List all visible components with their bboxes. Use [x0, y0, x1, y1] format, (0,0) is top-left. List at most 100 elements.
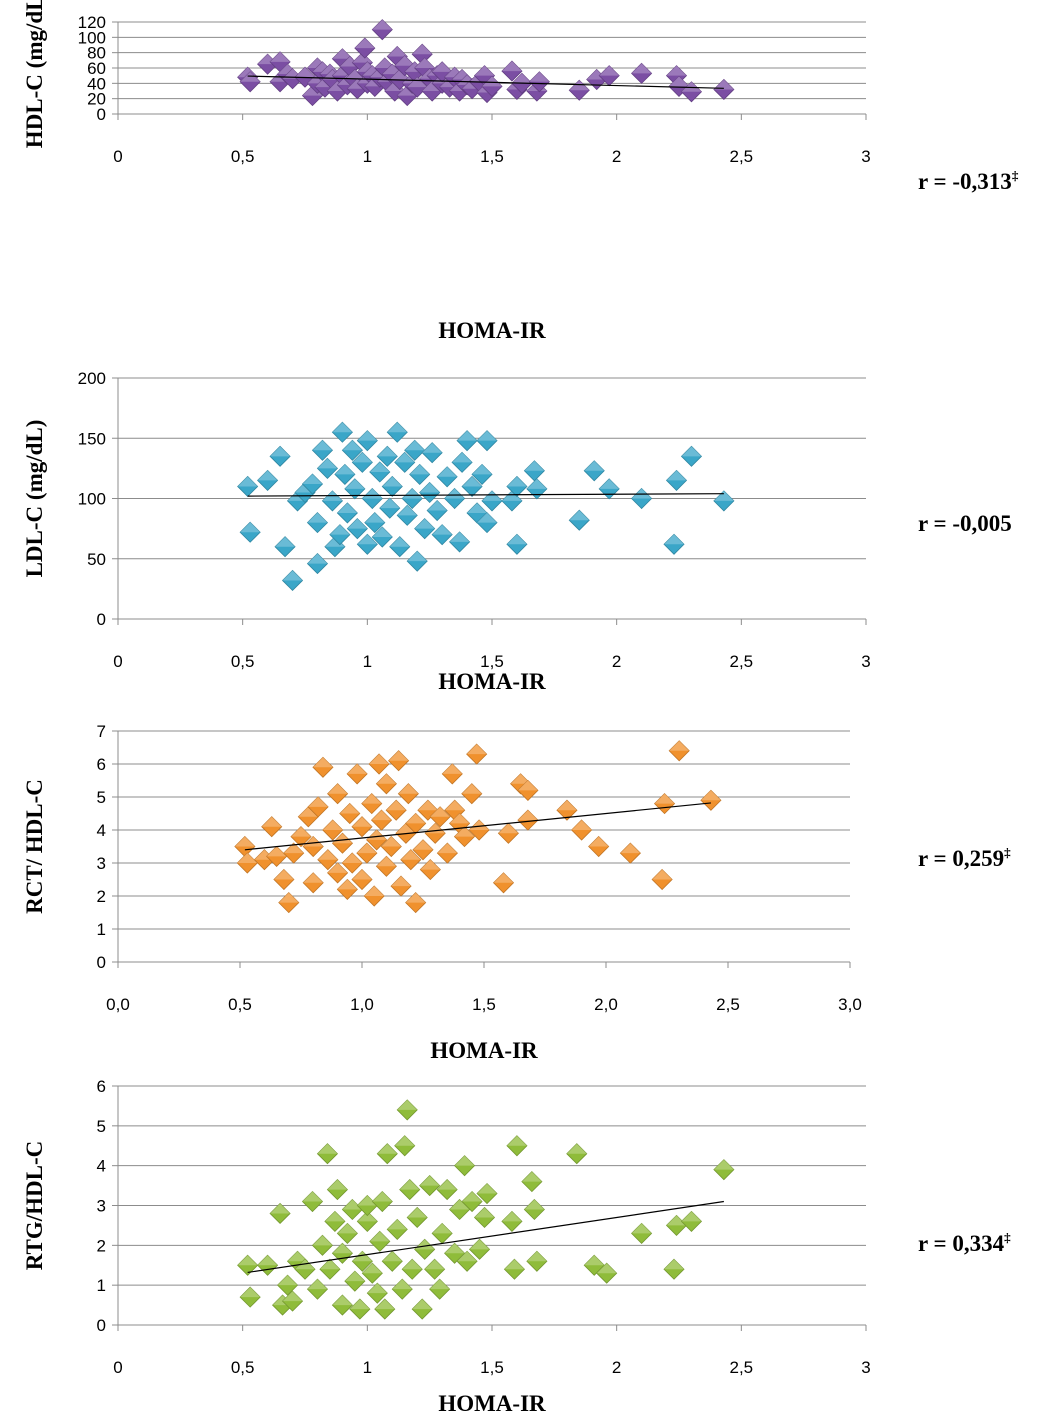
- data-point: [339, 802, 361, 825]
- x-tick-label: 1,5: [480, 147, 504, 166]
- data-point: [327, 783, 349, 805]
- y-tick-label: 120: [78, 13, 106, 32]
- x-tick-label: 0,5: [231, 1358, 255, 1377]
- trend-line: [244, 802, 711, 851]
- data-point: [631, 1222, 653, 1244]
- data-point: [278, 892, 300, 914]
- data-point: [369, 461, 391, 483]
- data-point: [713, 1159, 735, 1181]
- data-point: [319, 1258, 341, 1280]
- data-point: [431, 1222, 453, 1244]
- data-point: [326, 1179, 348, 1201]
- data-point: [598, 478, 620, 500]
- x-tick-label: 0,0: [106, 995, 130, 1014]
- data-point: [336, 878, 358, 900]
- data-point: [401, 487, 423, 510]
- y-tick-label: 6: [97, 755, 106, 774]
- data-point: [396, 1099, 418, 1121]
- data-point: [376, 445, 398, 467]
- data-point: [376, 1143, 398, 1165]
- x-tick-label: 1,5: [472, 995, 496, 1014]
- data-point: [401, 1258, 423, 1280]
- data-point: [588, 835, 610, 858]
- data-point: [261, 816, 283, 838]
- x-tick-label: 2: [612, 147, 621, 166]
- x-tick-label: 1: [363, 147, 372, 166]
- x-axis-label: HOMA-IR: [438, 1391, 546, 1416]
- data-point: [371, 1190, 393, 1213]
- rtg-hdl-c-chart: 0 1 2 3 4 5 6 0 0,5 1 1,5 2 2,5 3 HOMA-IR RTG/HDL-C r =…: [0, 1070, 1064, 1423]
- data-point: [389, 536, 411, 558]
- trend-line: [247, 1200, 724, 1274]
- rct-hdl-c-correlation: r = 0,259‡: [918, 845, 1011, 871]
- x-tick-label: 1: [363, 652, 372, 671]
- data-point: [665, 469, 688, 491]
- data-point: [419, 859, 441, 881]
- data-point: [444, 487, 466, 510]
- data-point: [396, 504, 418, 526]
- data-point: [381, 1250, 403, 1272]
- data-point: [361, 487, 383, 510]
- data-point: [631, 487, 653, 510]
- x-tick-label: 2,0: [594, 995, 618, 1014]
- y-axis-label: RTG/HDL-C: [22, 1141, 47, 1271]
- data-point: [456, 1250, 478, 1272]
- data-point: [404, 439, 426, 461]
- x-tick-label: 1,5: [480, 652, 504, 671]
- data-point: [386, 421, 408, 443]
- data-point: [334, 463, 356, 485]
- rct-hdl-c-chart: 0 1 2 3 4 5 6 7 0,0 0,5 1,0 1,5 2,0 2,5 3,0 HOMA-IR RCT/…: [0, 705, 1064, 1070]
- trend-line: [247, 493, 724, 497]
- data-point: [312, 756, 334, 778]
- data-point: [364, 512, 386, 534]
- data-point: [276, 1274, 299, 1296]
- data-point: [406, 76, 428, 98]
- data-point: [526, 478, 548, 500]
- data-point: [366, 1282, 388, 1304]
- data-point: [461, 783, 483, 805]
- data-point: [583, 460, 605, 482]
- y-tick-label: 6: [97, 1077, 106, 1096]
- data-point: [356, 430, 378, 452]
- data-point: [331, 1294, 353, 1316]
- data-point: [436, 1179, 458, 1201]
- data-point: [421, 442, 443, 464]
- data-point: [412, 839, 434, 861]
- x-tick-label: 1,0: [350, 995, 374, 1014]
- data-point: [290, 826, 312, 848]
- y-tick-label: 40: [87, 74, 106, 93]
- x-tick-label: 0: [113, 147, 122, 166]
- y-tick-label: 80: [87, 44, 106, 63]
- data-point: [414, 1238, 436, 1260]
- data-point: [368, 753, 390, 775]
- data-point: [381, 475, 403, 498]
- y-tick-label: 5: [97, 788, 106, 807]
- data-point: [461, 475, 483, 498]
- y-tick-label: 20: [87, 90, 106, 109]
- data-point: [375, 773, 397, 795]
- data-point: [375, 855, 397, 877]
- data-point: [454, 1155, 476, 1177]
- data-point: [239, 1286, 261, 1308]
- data-point: [506, 1135, 528, 1157]
- data-point: [405, 812, 427, 834]
- y-tick-label: 1: [97, 920, 106, 939]
- x-tick-label: 2,5: [716, 995, 740, 1014]
- data-point: [680, 445, 703, 467]
- data-point: [506, 475, 528, 498]
- data-point: [424, 1258, 446, 1280]
- data-point: [273, 868, 295, 891]
- data-point: [336, 1222, 358, 1244]
- data-point: [237, 1254, 259, 1276]
- data-point: [322, 819, 344, 841]
- x-tick-label: 1: [363, 1358, 372, 1377]
- rct-hdl-c-plot: 0 1 2 3 4 5 6 7 0,0 0,5 1,0 1,5 2,0 2,5 3,0 HOMA-IR RCT/…: [22, 722, 862, 1063]
- data-point: [429, 1278, 451, 1300]
- data-point: [526, 1250, 548, 1272]
- data-point: [341, 1198, 363, 1221]
- ldl-c-chart: 0 50 100 150 200 0 0,5 1 1,5 2 2,5 3 HOMA-IR LDL-C (m…: [0, 350, 1064, 705]
- data-point: [713, 78, 735, 101]
- x-tick-label: 2,5: [730, 1358, 754, 1377]
- data-point: [394, 451, 416, 473]
